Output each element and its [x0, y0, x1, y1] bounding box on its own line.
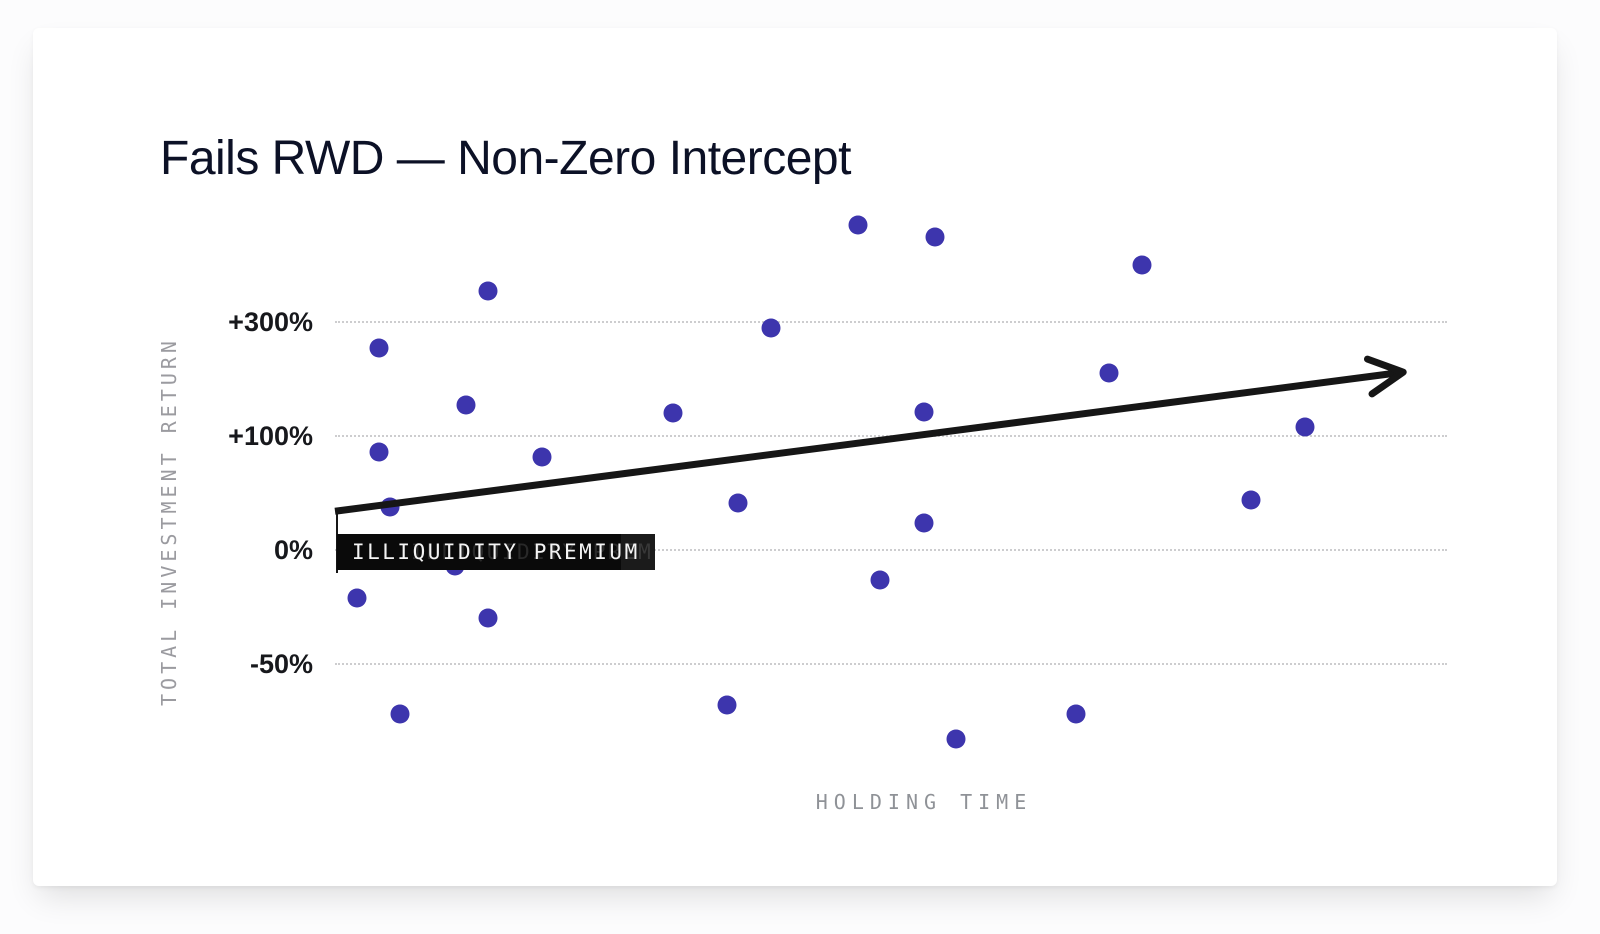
data-point — [663, 403, 683, 423]
data-point — [532, 447, 552, 467]
data-point — [369, 338, 389, 358]
illiquidity-premium-label: ILLIQUIDITY PREMIUM — [352, 540, 640, 564]
data-point — [1099, 363, 1119, 383]
data-point — [456, 395, 476, 415]
data-point — [728, 493, 748, 513]
data-point — [1066, 704, 1086, 724]
trend-line — [334, 369, 1401, 515]
data-point — [946, 729, 966, 749]
y-tick-label: 0% — [273, 535, 313, 565]
gridline-0 — [335, 549, 1447, 551]
gridline--50 — [335, 663, 1447, 665]
illiquidity-premium-ghost-text: ILLIQUIDITY PREMIUM — [411, 540, 655, 564]
gridline-100 — [335, 435, 1447, 437]
data-point — [347, 588, 367, 608]
arrow-head — [1364, 355, 1407, 398]
data-point — [717, 695, 737, 715]
data-point — [870, 570, 890, 590]
data-point — [848, 215, 868, 235]
gridline-300 — [335, 321, 1447, 323]
data-point — [914, 402, 934, 422]
data-point — [914, 513, 934, 533]
data-point — [380, 497, 399, 517]
y-tick-label: -50% — [249, 649, 313, 679]
data-point — [925, 227, 944, 246]
illiquidity-premium-annotation: ILLIQUIDITY PREMIUM ILLIQUIDITY PREMIUM — [337, 534, 655, 570]
chart-title: Fails RWD — Non-Zero Intercept — [160, 132, 851, 185]
data-point — [1241, 490, 1261, 510]
data-point — [478, 608, 498, 628]
data-point — [761, 318, 781, 338]
data-point — [478, 281, 498, 301]
y-tick-label: +100% — [228, 421, 313, 451]
x-axis-title: HOLDING TIME — [815, 790, 1033, 814]
data-point — [1132, 255, 1152, 275]
data-point — [390, 704, 410, 724]
data-point — [369, 442, 389, 462]
data-point — [1295, 417, 1315, 437]
y-tick-label: +300% — [228, 307, 313, 337]
